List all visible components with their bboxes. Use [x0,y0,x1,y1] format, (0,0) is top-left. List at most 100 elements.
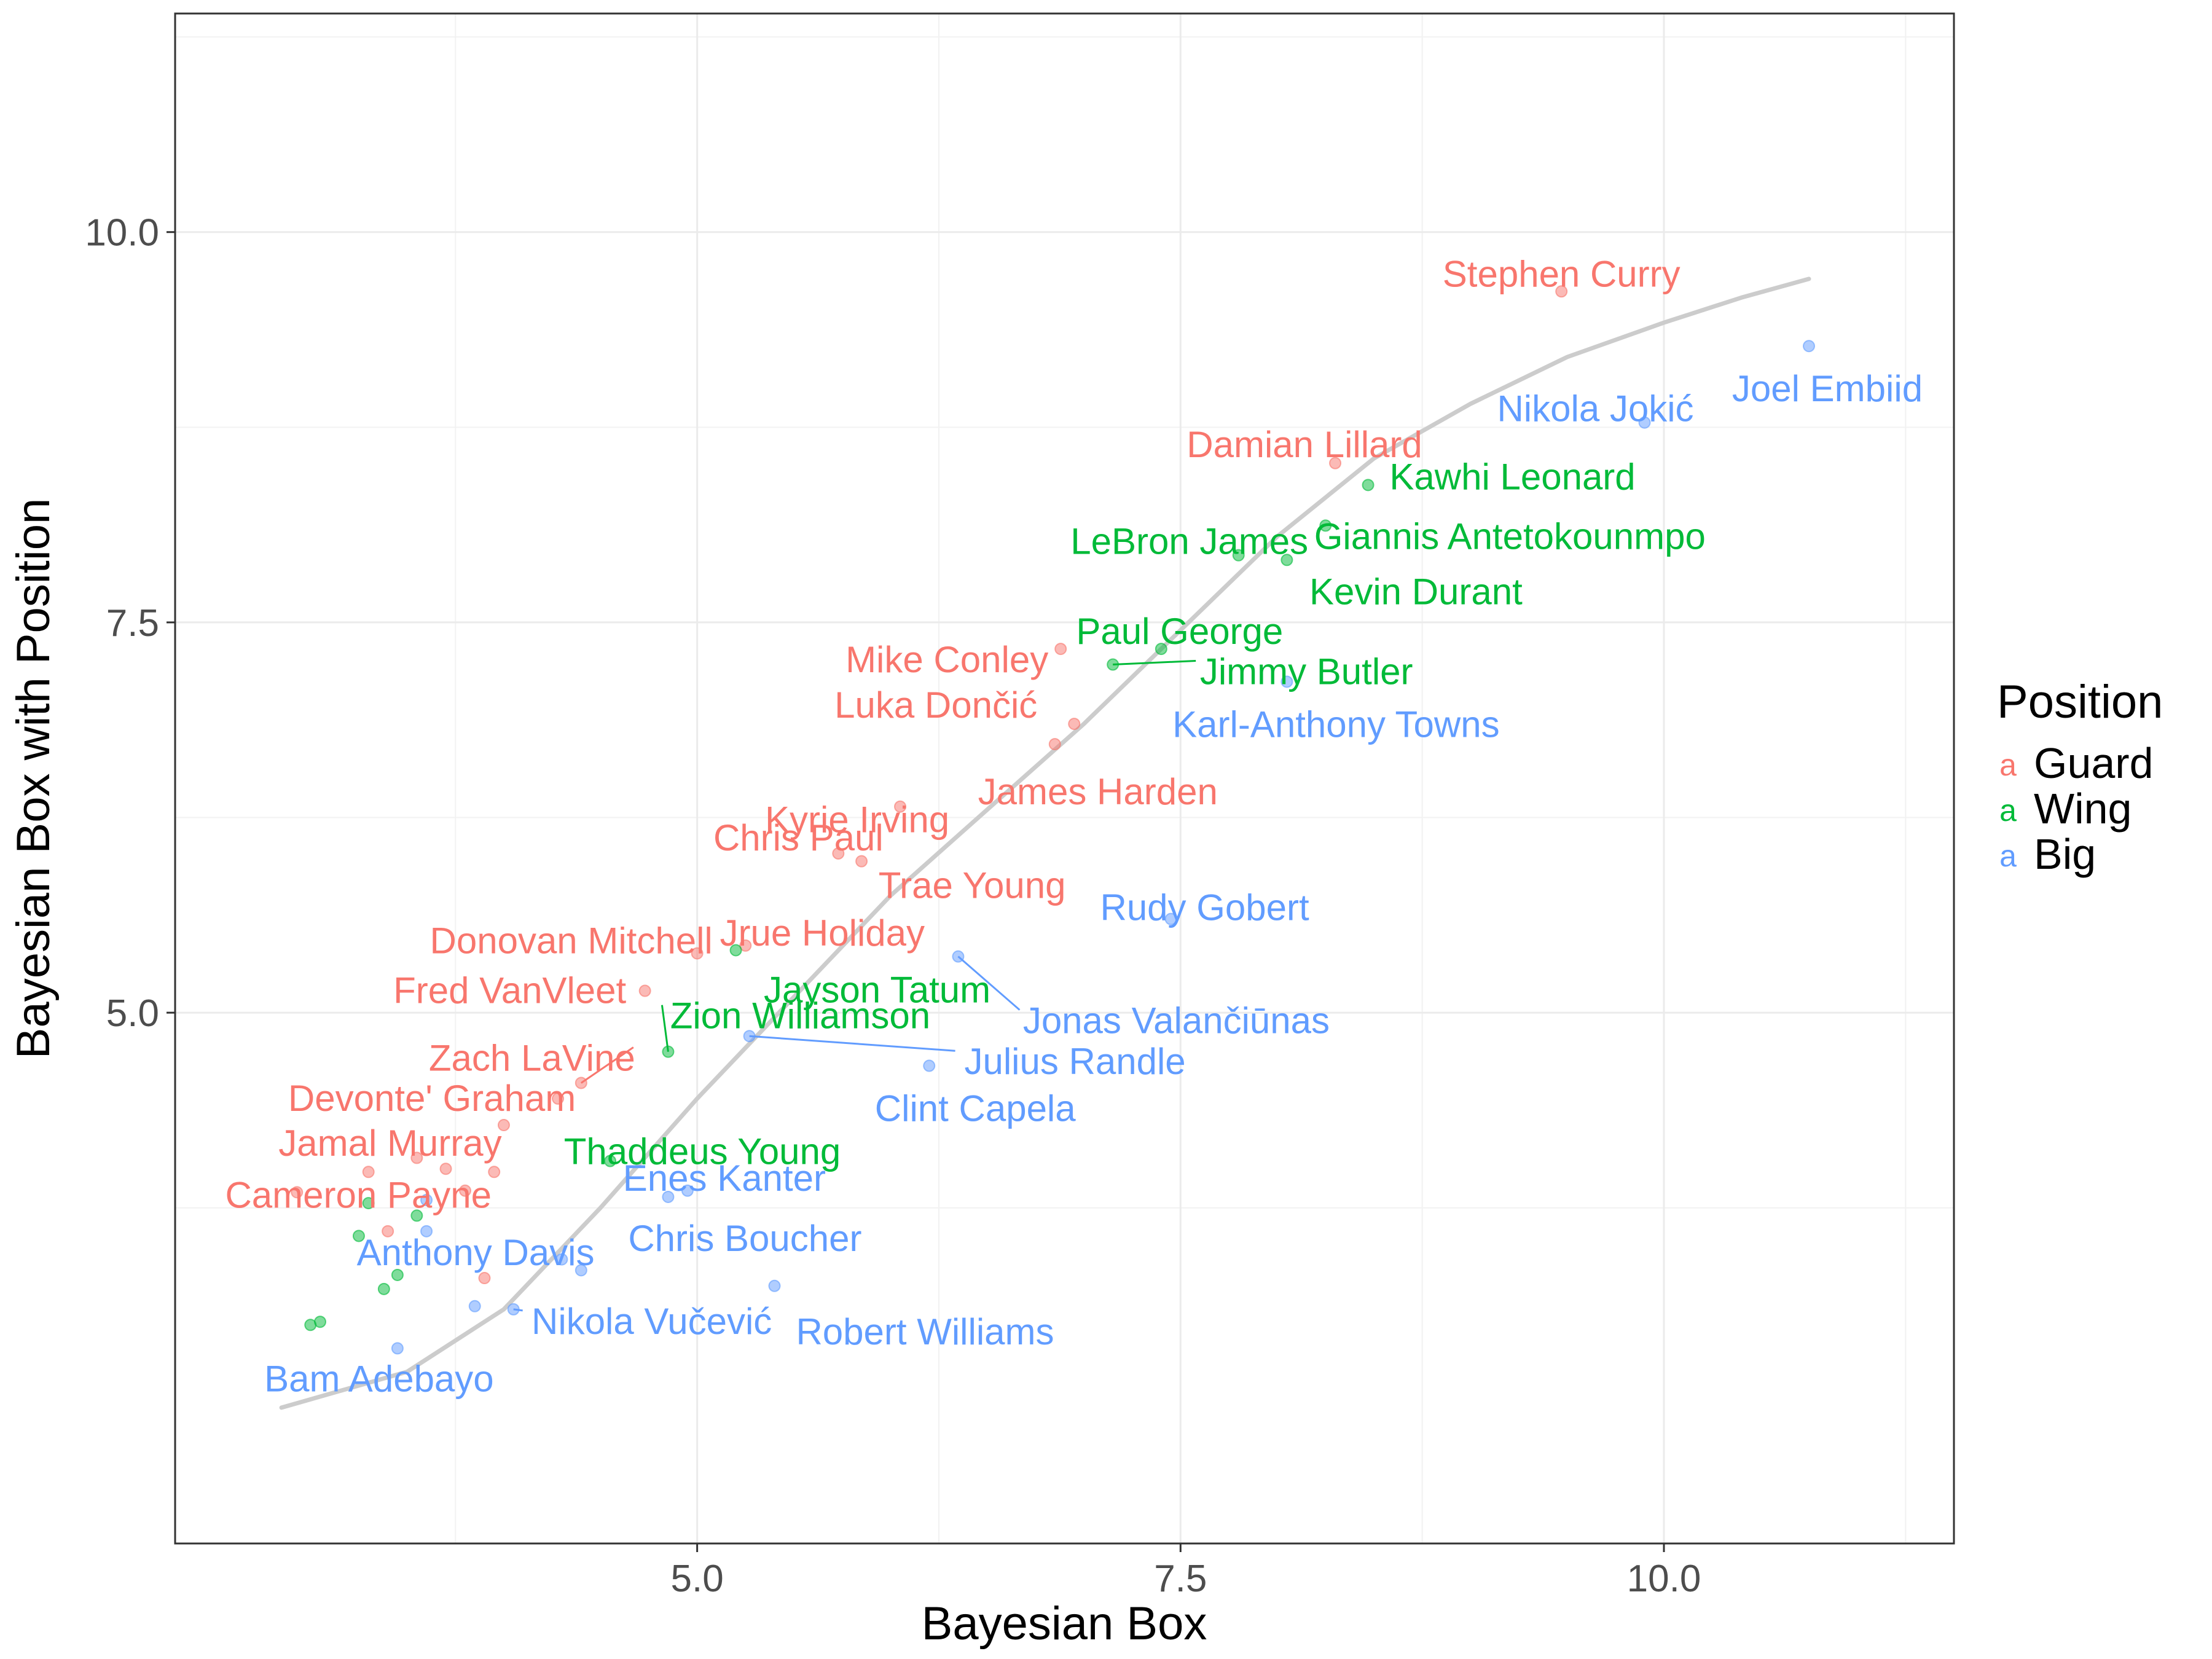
point-guard [382,1225,394,1237]
point-label: Zion Williamson [670,995,930,1037]
x-tick-label: 5.0 [671,1558,724,1600]
axis-ticks-layer: 5.0 7.5 10.0 5.0 7.5 10.0 [85,212,1701,1600]
point-big [1638,416,1651,429]
point-wing [1319,519,1332,532]
point-label: Trae Young [879,865,1066,906]
point-big [923,1059,936,1072]
label-leader-line [957,955,1021,1011]
point-label: Jimmy Butler [1200,651,1413,692]
point-wing [1155,643,1167,656]
point-guard [894,800,907,813]
point-big [681,1184,694,1197]
point-guard [362,1166,375,1179]
label-leader-line [661,1005,669,1052]
point-big [662,1190,675,1203]
legend-key-wing: a [1999,793,2017,828]
point-wing [604,1155,617,1167]
legend-label-guard: Guard [2034,739,2154,787]
point-guard [552,1092,565,1105]
point-label: Bam Adebayo [264,1358,494,1399]
point-big [420,1225,433,1237]
y-axis-title: Bayesian Box with Position [7,498,60,1059]
point-label: Enes Kanter [623,1158,826,1199]
point-wing [391,1268,404,1281]
y-tick-label: 7.5 [106,602,159,645]
point-label: Zach LaVine [429,1037,635,1078]
point-label: Thaddeus Young [564,1131,841,1172]
point-label: Paul George [1076,611,1283,652]
point-label: Luka Dončić [834,684,1037,726]
plot-border [174,12,1955,1545]
point-label: Kyrie Irving [765,799,949,841]
point-label: Devonte' Graham [288,1078,576,1119]
plot-panel [175,14,1954,1543]
point-guard [410,1151,423,1164]
point-label: Joel Embiid [1732,368,1923,409]
point-big [575,1264,587,1277]
point-guard [291,1186,304,1199]
label-leader-line [749,1035,955,1052]
point-wing [352,1230,365,1242]
point-big [1802,340,1815,353]
point-label: Mike Conley [845,639,1048,680]
point-guard [638,984,651,997]
major-gridlines [175,14,1954,1543]
point-label: Julius Randle [964,1041,1185,1082]
label-leader-line [513,1308,523,1312]
point-label: Anthony Davis [357,1232,595,1273]
point-label: Damian Lillard [1186,424,1422,465]
smooth-curve-layer [279,276,1811,1410]
point-guard [1329,457,1342,469]
point-label: Cameron Payne [225,1174,492,1215]
point-label: Giannis Antetokounmpo [1314,516,1706,557]
label-leader-line [580,1046,634,1084]
point-label: Jonas Valančiūnas [1023,1000,1330,1041]
point-label: Jrue Holiday [720,912,925,954]
point-label: LeBron James [1070,521,1308,562]
point-wing [1281,554,1293,567]
point-guard [1068,718,1081,731]
point-wing [729,944,742,957]
point-labels-layer: Stephen Curry Damian Lillard Mike ConleyLu… [225,253,1923,1399]
point-big [420,1194,433,1207]
point-label: Karl-Anthony Towns [1172,704,1500,745]
point-big [1164,912,1177,925]
point-big [391,1342,404,1355]
point-guard [488,1166,501,1179]
point-label: Chris Boucher [628,1218,861,1259]
point-label: Jamal Murray [278,1123,501,1164]
points-layer [291,285,1815,1355]
point-big [468,1300,481,1312]
point-label: Stephen Curry [1443,253,1681,294]
point-guard [832,847,845,860]
smooth-curve [279,276,1811,1410]
x-tick-label: 10.0 [1627,1558,1701,1600]
point-guard [478,1272,491,1285]
legend-label-wing: Wing [2034,785,2132,833]
point-wing [410,1209,423,1222]
legend-key-big: a [1999,839,2017,873]
point-guard [691,947,704,960]
point-guard [1555,285,1568,298]
legend-key-guard: a [1999,748,2017,782]
point-big [1281,675,1293,688]
point-guard [497,1119,510,1132]
point-label: Nikola Vučević [531,1301,772,1342]
y-tick-label: 5.0 [106,992,159,1035]
point-label: Kevin Durant [1309,571,1523,612]
point-label: Donovan Mitchell [430,920,713,962]
legend-title: Position [1997,676,2163,728]
point-wing [314,1316,327,1328]
y-tick-label: 10.0 [85,212,159,254]
point-wing [1362,479,1375,492]
point-guard [439,1163,452,1175]
point-label: Kawhi Leonard [1389,456,1635,497]
point-label: Nikola Jokić [1497,388,1693,429]
x-axis-title: Bayesian Box [922,1598,1207,1650]
point-label: Jayson Tatum [764,969,990,1010]
point-guard [459,1184,472,1197]
point-label: Robert Williams [796,1311,1054,1352]
